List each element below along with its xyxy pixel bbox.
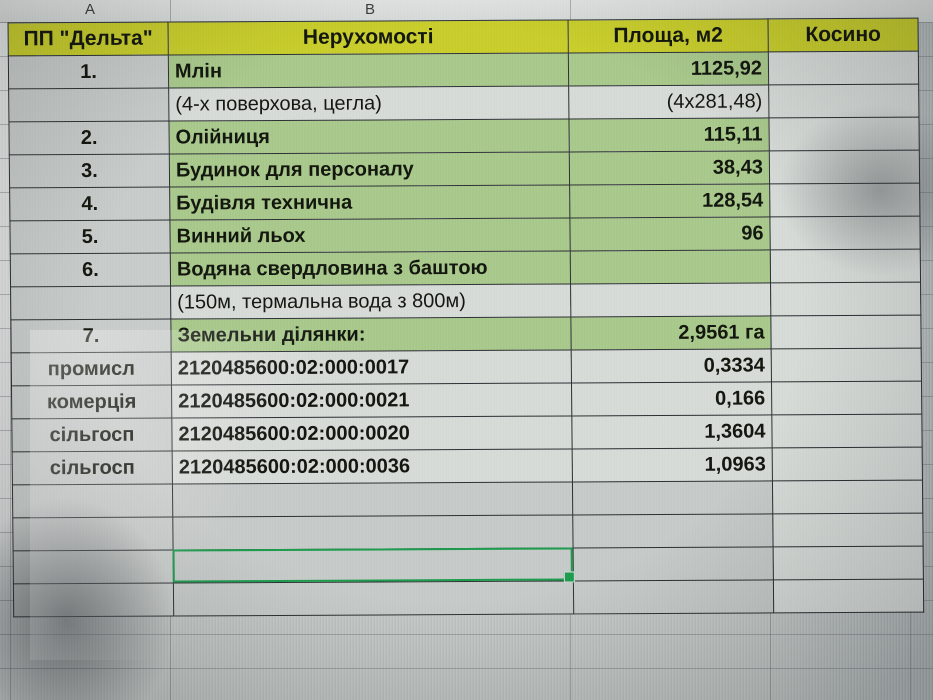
cell-c[interactable]	[570, 249, 771, 284]
cell-a[interactable]	[8, 88, 169, 122]
cell-b[interactable]: Будинок для персоналу	[169, 151, 570, 188]
cell-b[interactable]: Олійниця	[168, 118, 570, 155]
header-cell-realestate[interactable]: Нерухомості	[168, 19, 569, 56]
cell-c[interactable]	[572, 513, 774, 548]
cell-d[interactable]	[771, 381, 922, 415]
cell-b[interactable]	[173, 580, 574, 617]
table-row: 5. Винний льох 96	[9, 216, 921, 254]
cell-b[interactable]	[172, 481, 573, 518]
cell-d[interactable]	[772, 447, 923, 481]
cell-b[interactable]: Млін	[168, 52, 569, 89]
cell-a[interactable]: 2.	[8, 121, 170, 155]
cell-a[interactable]: 7.	[10, 319, 172, 353]
table-row	[13, 579, 924, 617]
column-header-a[interactable]: A	[10, 0, 171, 22]
cell-d[interactable]	[773, 579, 924, 613]
cell-d[interactable]	[770, 282, 921, 316]
table-row: промисл 2120485600:02:000:0017 0,3334	[11, 348, 922, 386]
cell-d[interactable]	[771, 414, 923, 448]
cell-c[interactable]: 2,9561 га	[570, 315, 772, 350]
header-cell-kosyno[interactable]: Косино	[768, 18, 919, 52]
cell-b[interactable]: 2120485600:02:000:0017	[171, 349, 572, 386]
table-row: 4. Будівля технична 128,54	[9, 183, 920, 221]
cell-b[interactable]: 2120485600:02:000:0020	[171, 415, 573, 452]
table-row	[12, 513, 924, 551]
cell-b[interactable]: 2120485600:02:000:0021	[171, 382, 572, 419]
cell-b[interactable]: Будівля технична	[169, 184, 570, 221]
cell-d[interactable]	[769, 183, 920, 217]
cell-d[interactable]	[769, 216, 921, 250]
table-row: (4-х поверхова, цегла) (4х281,48)	[8, 84, 919, 122]
cell-c[interactable]	[570, 282, 771, 317]
cell-b[interactable]: 2120485600:02:000:0036	[172, 448, 573, 485]
cell-d[interactable]	[773, 546, 924, 580]
cell-d[interactable]	[770, 315, 922, 349]
cell-d[interactable]	[771, 348, 922, 382]
cell-d[interactable]	[770, 249, 921, 283]
cell-b[interactable]	[173, 547, 574, 584]
cell-c[interactable]: 1,0963	[572, 447, 773, 482]
cell-c[interactable]: 1,3604	[571, 414, 773, 449]
cell-c[interactable]: 96	[569, 216, 771, 251]
cell-c[interactable]: 128,54	[569, 183, 770, 218]
cell-c[interactable]	[572, 480, 773, 515]
table-row: 7. Земельни ділянки: 2,9561 га	[10, 315, 922, 353]
cell-c[interactable]: 0,166	[571, 381, 772, 416]
cell-a[interactable]: сільгосп	[12, 451, 173, 485]
header-cell-area[interactable]: Площа, м2	[568, 18, 769, 53]
cell-d[interactable]	[772, 513, 924, 547]
cell-d[interactable]	[769, 150, 920, 184]
cell-d[interactable]	[772, 480, 923, 514]
cell-b[interactable]: (150м, термальна вода з 800м)	[170, 283, 571, 320]
data-table: ПП "Дельта" Нерухомості Площа, м2 Косино…	[8, 18, 925, 618]
table-row: 6. Водяна свердловина з баштою	[10, 249, 921, 287]
cell-a[interactable]: 3.	[9, 154, 170, 188]
cell-c[interactable]	[573, 546, 774, 581]
cell-a[interactable]	[13, 550, 174, 584]
table-row: 1. Млін 1125,92	[8, 51, 919, 89]
table-row: 3. Будинок для персоналу 38,43	[9, 150, 920, 188]
cell-b[interactable]: Винний льох	[169, 217, 571, 254]
table-header-row: ПП "Дельта" Нерухомості Площа, м2 Косино	[8, 18, 919, 56]
cell-a[interactable]: 5.	[9, 220, 171, 254]
cell-a[interactable]	[13, 583, 174, 617]
table-row: 2. Олійниця 115,11	[8, 117, 920, 155]
table-row: сільгосп 2120485600:02:000:0020 1,3604	[11, 414, 923, 452]
cell-c[interactable]	[573, 579, 774, 614]
cell-c[interactable]: 0,3334	[571, 348, 772, 383]
cell-b[interactable]	[172, 514, 574, 551]
cell-a[interactable]	[12, 517, 174, 551]
cell-c[interactable]: 1125,92	[568, 51, 769, 86]
cell-c[interactable]: 115,11	[568, 117, 770, 152]
table-row: комерція 2120485600:02:000:0021 0,166	[11, 381, 922, 419]
table-row: (150м, термальна вода з 800м)	[10, 282, 921, 320]
cell-a[interactable]	[12, 484, 173, 518]
cell-a[interactable]: сільгосп	[11, 418, 173, 452]
cell-d[interactable]	[768, 117, 920, 151]
cell-c[interactable]: 38,43	[569, 150, 770, 185]
cell-a[interactable]: 6.	[10, 253, 171, 287]
header-cell-company[interactable]: ПП "Дельта"	[8, 22, 169, 56]
cell-b[interactable]: Водяна свердловина з баштою	[170, 250, 571, 287]
cell-a[interactable]	[10, 286, 171, 320]
cell-a[interactable]: комерція	[11, 385, 172, 419]
column-header-b[interactable]: B	[170, 0, 571, 22]
cell-b[interactable]: (4-х поверхова, цегла)	[168, 85, 569, 122]
cell-b[interactable]: Земельни ділянки:	[170, 316, 572, 353]
table-row	[13, 546, 924, 584]
cell-d[interactable]	[768, 84, 919, 118]
cell-c[interactable]: (4х281,48)	[568, 84, 769, 119]
cell-a[interactable]: 1.	[8, 55, 169, 89]
cell-d[interactable]	[768, 51, 919, 85]
table-row	[12, 480, 923, 518]
table-row: сільгосп 2120485600:02:000:0036 1,0963	[12, 447, 923, 485]
cell-a[interactable]: 4.	[9, 187, 170, 221]
cell-a[interactable]: промисл	[11, 352, 172, 386]
